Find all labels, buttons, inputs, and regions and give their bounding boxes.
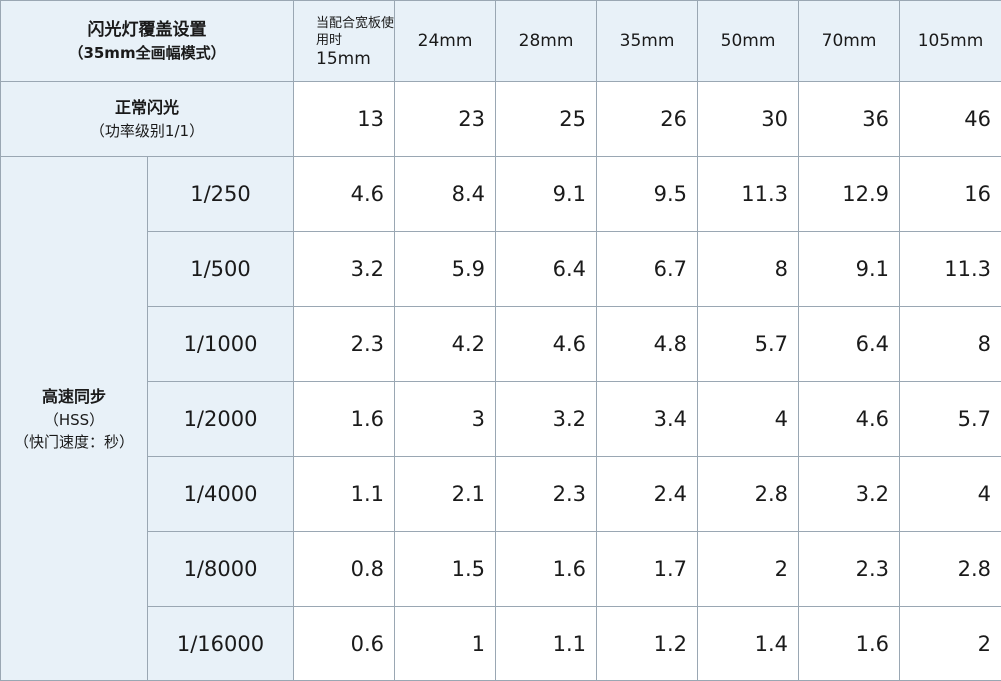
table-cell: 0.6	[294, 607, 395, 681]
table-cell: 4	[900, 457, 1001, 532]
shutter-speed-cell: 1/250	[148, 157, 294, 232]
table-cell: 1.2	[597, 607, 698, 681]
normal-flash-sublabel: （功率级别1/1）	[1, 120, 293, 142]
table-cell: 2	[698, 532, 799, 607]
table-cell: 6.4	[496, 232, 597, 307]
table-cell: 1.7	[597, 532, 698, 607]
table-cell: 3.2	[496, 382, 597, 457]
corner-title: 闪光灯覆盖设置	[1, 18, 293, 42]
header-focal-length: 28mm	[496, 1, 597, 82]
corner-header: 闪光灯覆盖设置 （35mm全画幅模式）	[1, 1, 294, 82]
table-cell: 0.8	[294, 532, 395, 607]
table-cell: 46	[900, 82, 1001, 157]
table-cell: 2.1	[395, 457, 496, 532]
table-row: 1/2000 1.6 3 3.2 3.4 4 4.6 5.7	[1, 382, 1001, 457]
hss-label: 高速同步	[1, 385, 147, 409]
table-cell: 4.2	[395, 307, 496, 382]
table-cell: 9.1	[799, 232, 900, 307]
table-cell: 8	[900, 307, 1001, 382]
table-cell: 4.6	[799, 382, 900, 457]
table-cell: 2.3	[799, 532, 900, 607]
table-cell: 11.3	[698, 157, 799, 232]
hss-sublabel: （HSS）	[1, 409, 147, 431]
table-cell: 1.4	[698, 607, 799, 681]
shutter-speed-cell: 1/2000	[148, 382, 294, 457]
hss-shutter-note: （快门速度：秒）	[1, 431, 147, 453]
table-cell: 1.6	[496, 532, 597, 607]
table-cell: 8.4	[395, 157, 496, 232]
header-focal-length: 24mm	[395, 1, 496, 82]
header-focal-length: 35mm	[597, 1, 698, 82]
table-cell: 1.5	[395, 532, 496, 607]
table-cell: 3.2	[799, 457, 900, 532]
table-cell: 13	[294, 82, 395, 157]
header-row: 闪光灯覆盖设置 （35mm全画幅模式） 当配合宽板使用时 15mm 24mm 2…	[1, 1, 1001, 82]
table-cell: 1.6	[294, 382, 395, 457]
table-row: 1/1000 2.3 4.2 4.6 4.8 5.7 6.4 8	[1, 307, 1001, 382]
normal-flash-label-cell: 正常闪光 （功率级别1/1）	[1, 82, 294, 157]
wide-panel-value: 15mm	[316, 51, 394, 68]
table-cell: 9.5	[597, 157, 698, 232]
table-cell: 1.1	[496, 607, 597, 681]
table-cell: 4.8	[597, 307, 698, 382]
normal-flash-row: 正常闪光 （功率级别1/1） 13 23 25 26 30 36 46	[1, 82, 1001, 157]
table-cell: 2.8	[900, 532, 1001, 607]
table-cell: 1.1	[294, 457, 395, 532]
table-cell: 36	[799, 82, 900, 157]
normal-flash-label: 正常闪光	[1, 96, 293, 120]
table-row: 1/500 3.2 5.9 6.4 6.7 8 9.1 11.3	[1, 232, 1001, 307]
shutter-speed-cell: 1/8000	[148, 532, 294, 607]
table-cell: 8	[698, 232, 799, 307]
table-cell: 1	[395, 607, 496, 681]
table-cell: 6.7	[597, 232, 698, 307]
table-cell: 2.4	[597, 457, 698, 532]
table-row: 1/16000 0.6 1 1.1 1.2 1.4 1.6 2	[1, 607, 1001, 681]
table-cell: 5.7	[900, 382, 1001, 457]
table-cell: 12.9	[799, 157, 900, 232]
table-cell: 2.3	[496, 457, 597, 532]
shutter-speed-cell: 1/500	[148, 232, 294, 307]
shutter-speed-cell: 1/1000	[148, 307, 294, 382]
table-cell: 5.7	[698, 307, 799, 382]
table-cell: 5.9	[395, 232, 496, 307]
table-cell: 1.6	[799, 607, 900, 681]
table-row: 1/8000 0.8 1.5 1.6 1.7 2 2.3 2.8	[1, 532, 1001, 607]
table-row: 高速同步 （HSS） （快门速度：秒） 1/250 4.6 8.4 9.1 9.…	[1, 157, 1001, 232]
shutter-speed-cell: 1/4000	[148, 457, 294, 532]
table-cell: 11.3	[900, 232, 1001, 307]
table-row: 1/4000 1.1 2.1 2.3 2.4 2.8 3.2 4	[1, 457, 1001, 532]
shutter-speed-cell: 1/16000	[148, 607, 294, 681]
hss-label-cell: 高速同步 （HSS） （快门速度：秒）	[1, 157, 148, 681]
header-15mm: 当配合宽板使用时 15mm	[294, 1, 395, 82]
table-cell: 2.8	[698, 457, 799, 532]
corner-subtitle: （35mm全画幅模式）	[1, 42, 293, 64]
table-cell: 2.3	[294, 307, 395, 382]
table-cell: 26	[597, 82, 698, 157]
table-cell: 25	[496, 82, 597, 157]
header-focal-length: 105mm	[900, 1, 1001, 82]
table-cell: 4	[698, 382, 799, 457]
table-cell: 3	[395, 382, 496, 457]
table-cell: 16	[900, 157, 1001, 232]
table-cell: 6.4	[799, 307, 900, 382]
header-focal-length: 70mm	[799, 1, 900, 82]
table-cell: 4.6	[496, 307, 597, 382]
table-cell: 3.4	[597, 382, 698, 457]
wide-panel-note: 当配合宽板使用时	[316, 15, 394, 49]
table-cell: 2	[900, 607, 1001, 681]
table-cell: 9.1	[496, 157, 597, 232]
table-cell: 3.2	[294, 232, 395, 307]
header-focal-length: 50mm	[698, 1, 799, 82]
table-cell: 23	[395, 82, 496, 157]
table-cell: 30	[698, 82, 799, 157]
table-cell: 4.6	[294, 157, 395, 232]
